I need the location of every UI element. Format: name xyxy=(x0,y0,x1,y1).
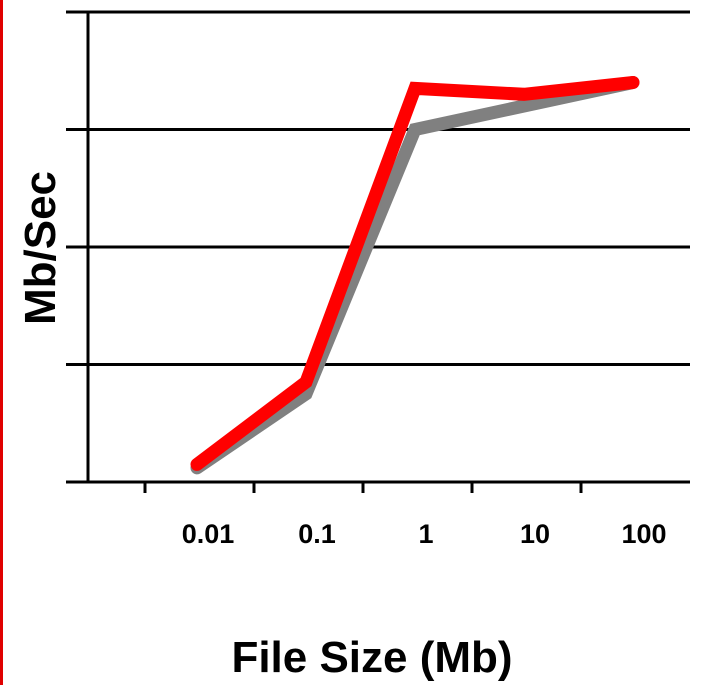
x-tick-label: 0.01 xyxy=(182,519,235,549)
gridlines xyxy=(66,10,690,366)
series-layer xyxy=(190,76,640,475)
x-tick-labels: 0.01 0.1 1 10 100 xyxy=(182,519,667,549)
x-axis-label: File Size (Mb) xyxy=(231,633,512,682)
axes xyxy=(66,10,690,493)
y-axis-label: Mb/Sec xyxy=(16,171,65,325)
x-tick-label: 0.1 xyxy=(298,519,336,549)
page-left-border xyxy=(0,0,3,685)
series-line-1 xyxy=(190,76,640,475)
x-tick-label: 1 xyxy=(418,519,433,549)
series-line-2 xyxy=(190,76,640,471)
x-tick-label: 10 xyxy=(520,519,550,549)
x-tick-label: 100 xyxy=(621,519,666,549)
